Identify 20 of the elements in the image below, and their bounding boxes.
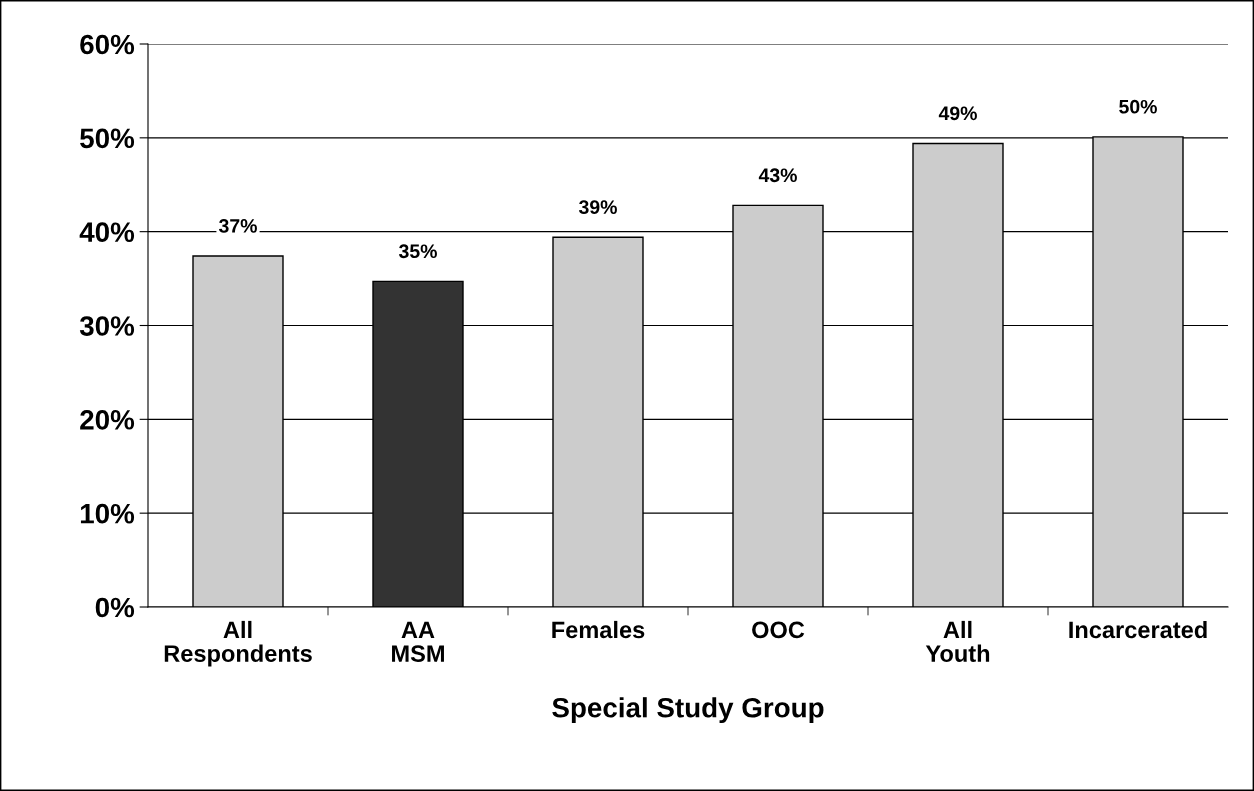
y-tick-label: 60%	[80, 34, 135, 55]
y-tick-label: 20%	[80, 410, 135, 430]
x-tick-label: All Respondents	[164, 620, 312, 667]
x-tick-label: OOC	[752, 621, 805, 639]
y-tick-label: 10%	[80, 503, 135, 524]
x-tick-label: Incarcerated	[1069, 620, 1207, 639]
x-tick-label: All Youth	[925, 620, 990, 662]
x-tick-label: AA MSM	[392, 621, 444, 662]
y-tick-label: 40%	[79, 222, 135, 243]
x-axis-title: Special Study Group	[552, 697, 824, 724]
data-label: 50%	[1119, 99, 1157, 114]
y-tick-label: 0%	[95, 597, 135, 618]
data-label: 37%	[218, 219, 257, 233]
y-tick-label: 50%	[80, 128, 135, 149]
data-label: 39%	[578, 200, 617, 215]
data-label: 43%	[758, 168, 797, 183]
data-label: 49%	[938, 106, 977, 121]
x-tick-label: Females	[552, 620, 645, 639]
y-tick-label: 30%	[79, 316, 135, 336]
data-label: 35%	[398, 244, 437, 259]
